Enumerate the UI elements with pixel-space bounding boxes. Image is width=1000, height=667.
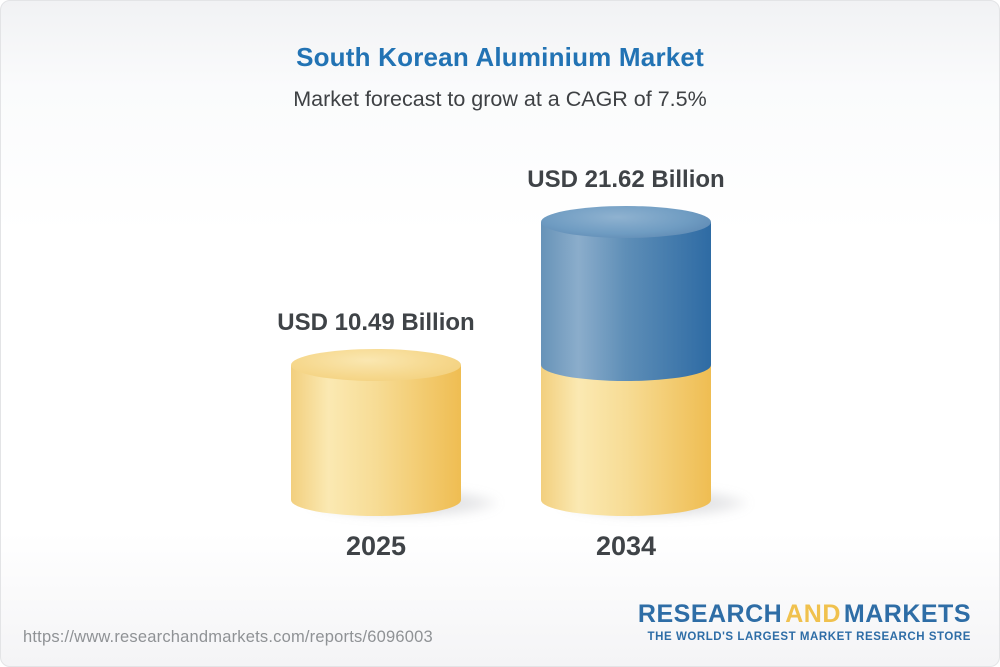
bar-group-2034: USD 21.62 Billion 2034 [527, 1, 749, 601]
bar-value-label: USD 21.62 Billion [527, 166, 725, 193]
logo-wordmark: RESEARCH AND MARKETS [638, 600, 971, 628]
chart-title: South Korean Aluminium Market [296, 42, 704, 72]
logo-word-and: AND [785, 600, 841, 628]
cylinder-top-cap [541, 206, 711, 238]
cylinder-top-cap [291, 349, 461, 382]
chart-subtitle: Market forecast to grow at a CAGR of 7.5… [293, 87, 707, 111]
bar-value-label: USD 10.49 Billion [277, 309, 475, 337]
source-url: https://www.researchandmarkets.com/repor… [23, 628, 433, 646]
bar-year-label: 2025 [345, 531, 407, 561]
cylinder-segment-growth-2025-to-2034 [541, 222, 711, 382]
bar-year-label: 2034 [595, 531, 657, 561]
bar-group-2025: USD 10.49 Billion 2025 [277, 1, 499, 601]
cylinder-segment-market-size-2025 [291, 365, 461, 516]
brand-logo: RESEARCH AND MARKETS THE WORLD'S LARGEST M… [638, 600, 971, 643]
logo-word-research: RESEARCH [637, 600, 783, 628]
logo-word-markets: MARKETS [843, 600, 971, 628]
logo-tagline: THE WORLD'S LARGEST MARKET RESEARCH STOR… [647, 631, 971, 643]
cylinder-segment-base-2025-level [541, 365, 711, 516]
